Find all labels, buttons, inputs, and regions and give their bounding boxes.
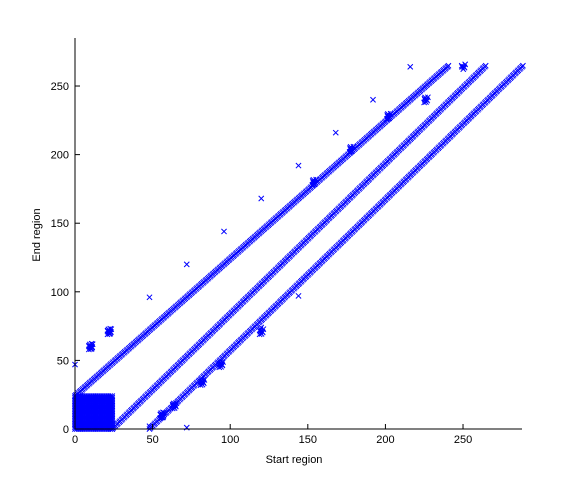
x-tick-label: 50 [146,434,158,446]
data-point [146,423,153,430]
data-point [259,329,266,336]
y-tick-label: 200 [51,150,69,162]
x-tick-label: 100 [221,434,239,446]
data-point [332,129,339,136]
x-axis-label: Start region [266,454,323,466]
data-point [310,176,317,183]
data-point [109,393,116,400]
y-tick-label: 50 [57,355,69,367]
x-tick-label: 250 [454,434,472,446]
data-point [383,115,390,122]
data-point [183,261,190,268]
data-point [309,181,316,188]
data-point [221,228,227,235]
data-point [197,378,204,385]
data-point [444,63,451,70]
y-tick-label: 0 [63,424,69,436]
data-point [347,143,354,150]
data-point [295,292,302,299]
y-tick-label: 150 [51,218,69,230]
data-point [107,328,114,335]
data-point [295,162,302,169]
y-tick-label: 100 [51,287,69,299]
data-point [256,331,263,338]
data-point [105,329,112,335]
data-point [387,114,393,121]
y-tick-label: 250 [51,81,69,93]
data-point [109,394,116,401]
data-point [349,147,356,153]
data-point [89,344,96,350]
data-point [424,97,431,104]
x-tick-label: 150 [299,434,317,446]
data-point [458,62,465,69]
x-tick-label: 0 [72,434,78,446]
data-point [384,110,391,117]
data-point [422,94,429,101]
data-point [482,62,489,69]
data-point [421,99,428,106]
data-point [216,360,223,367]
y-axis-label: End region [31,208,43,261]
data-point [346,148,353,155]
plot-area [72,61,526,432]
data-point [258,195,265,202]
axes: 0 50 100 150 200 250 0 50 100 150 200 250 [51,38,522,446]
data-point [519,62,526,69]
data-point [312,179,319,186]
data-point [160,409,166,416]
data-point [461,64,468,71]
data-point [160,414,166,421]
data-point [407,63,414,70]
data-point [86,344,93,351]
x-tick-label: 200 [376,434,394,446]
data-point [146,294,153,301]
data-point [169,402,176,409]
data-point [258,324,265,331]
data-point [370,96,376,103]
data-point [257,326,264,333]
